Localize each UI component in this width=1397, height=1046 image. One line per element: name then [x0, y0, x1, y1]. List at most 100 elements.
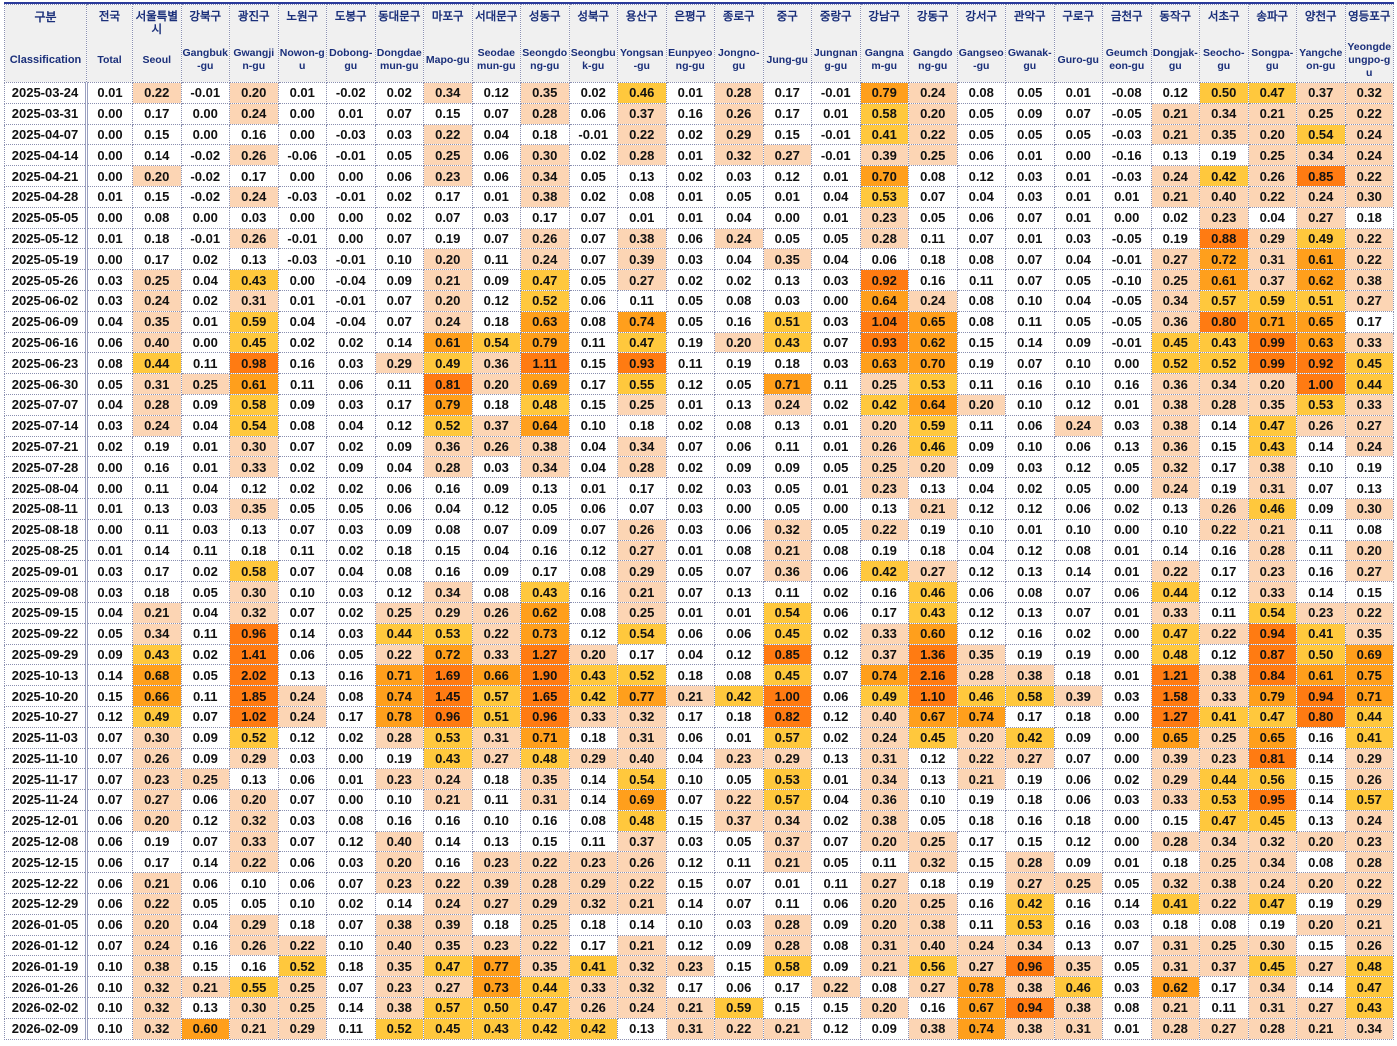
value-cell-seongbuk-gu[interactable]: 0.18 — [568, 913, 618, 936]
value-cell-songpa-gu[interactable]: 0.46 — [1247, 497, 1297, 520]
value-cell-jung-gu[interactable]: 0.13 — [762, 414, 812, 437]
value-cell-eunpyeong-gu[interactable]: 0.14 — [665, 893, 715, 915]
value-cell-yangcheon-gu[interactable]: 0.49 — [1296, 227, 1346, 250]
value-cell-total[interactable]: 0.01 — [86, 185, 133, 208]
value-cell-guro-gu[interactable]: 0.46 — [1053, 976, 1103, 999]
value-cell-jungnang-gu[interactable]: 0.05 — [811, 456, 861, 479]
value-cell-yongsan-gu[interactable]: 0.40 — [617, 747, 667, 770]
value-cell-gwangjin-gu[interactable]: 0.31 — [229, 289, 279, 312]
row-date-cell[interactable]: 2025-09-29 — [4, 643, 88, 666]
value-cell-jungnang-gu[interactable]: 0.03 — [811, 310, 861, 333]
value-cell-seodaemun-gu[interactable]: 0.07 — [471, 518, 521, 541]
value-cell-gangseo-gu[interactable]: 0.11 — [956, 913, 1006, 936]
value-cell-jongno-gu[interactable]: 0.01 — [714, 601, 764, 624]
value-cell-gwangjin-gu[interactable]: 0.33 — [229, 830, 279, 853]
value-cell-gangnam-gu[interactable]: 0.22 — [859, 518, 909, 541]
value-cell-eunpyeong-gu[interactable]: 0.06 — [665, 622, 715, 645]
value-cell-mapo-gu[interactable]: 0.16 — [423, 560, 473, 583]
value-cell-jongno-gu[interactable]: 0.06 — [714, 435, 764, 458]
value-cell-gangdong-gu[interactable]: 0.20 — [908, 456, 958, 479]
value-cell-songpa-gu[interactable]: 0.19 — [1247, 913, 1297, 936]
value-cell-seoul[interactable]: 0.22 — [132, 82, 182, 104]
value-cell-jongno-gu[interactable]: 0.04 — [714, 248, 764, 271]
value-cell-jung-gu[interactable]: 0.32 — [762, 518, 812, 541]
value-cell-geumcheon-gu[interactable]: -0.16 — [1102, 144, 1152, 167]
value-cell-jungnang-gu[interactable]: 0.01 — [811, 768, 861, 791]
value-cell-songpa-gu[interactable]: 0.34 — [1247, 976, 1297, 999]
value-cell-yangcheon-gu[interactable]: 0.13 — [1296, 809, 1346, 832]
value-cell-eunpyeong-gu[interactable]: 0.10 — [665, 913, 715, 936]
value-cell-gwangjin-gu[interactable]: 0.22 — [229, 851, 279, 874]
value-cell-yangcheon-gu[interactable]: 0.51 — [1296, 289, 1346, 312]
value-cell-songpa-gu[interactable]: 0.56 — [1247, 768, 1297, 791]
value-cell-eunpyeong-gu[interactable]: 0.17 — [665, 976, 715, 999]
value-cell-jongno-gu[interactable]: 0.22 — [714, 1017, 764, 1040]
value-cell-yongsan-gu[interactable]: 0.08 — [617, 185, 667, 208]
value-cell-gangnam-gu[interactable]: 0.93 — [859, 331, 909, 354]
value-cell-gangnam-gu[interactable]: 0.42 — [859, 393, 909, 416]
value-cell-guro-gu[interactable]: 0.04 — [1053, 289, 1103, 312]
value-cell-geumcheon-gu[interactable]: 0.03 — [1102, 789, 1152, 811]
value-cell-gwanak-gu[interactable]: 0.03 — [1005, 165, 1055, 187]
value-cell-yeongdeungpo-gu[interactable]: 0.34 — [1344, 1017, 1394, 1040]
value-cell-jung-gu[interactable]: 0.43 — [762, 331, 812, 354]
value-cell-guro-gu[interactable]: 0.12 — [1053, 393, 1103, 416]
value-cell-guro-gu[interactable]: 0.09 — [1053, 726, 1103, 749]
value-cell-seodaemun-gu[interactable]: 0.37 — [471, 414, 521, 437]
value-cell-guro-gu[interactable]: 0.39 — [1053, 685, 1103, 707]
value-cell-jungnang-gu[interactable]: 0.12 — [811, 643, 861, 666]
value-cell-gangnam-gu[interactable]: 0.63 — [859, 352, 909, 375]
value-cell-jungnang-gu[interactable]: 0.08 — [811, 539, 861, 562]
value-cell-yangcheon-gu[interactable]: 0.24 — [1296, 185, 1346, 208]
value-cell-gwanak-gu[interactable]: 0.58 — [1005, 685, 1055, 707]
row-date-cell[interactable]: 2025-11-24 — [4, 789, 88, 811]
value-cell-songpa-gu[interactable]: 0.81 — [1247, 747, 1297, 770]
value-cell-nowon-gu[interactable]: 0.00 — [277, 269, 327, 291]
value-cell-total[interactable]: 0.14 — [86, 664, 133, 687]
value-cell-guro-gu[interactable]: 0.16 — [1053, 913, 1103, 936]
value-cell-dongjak-gu[interactable]: 0.19 — [1150, 227, 1200, 250]
value-cell-gwangjin-gu[interactable]: 0.32 — [229, 601, 279, 624]
value-cell-yongsan-gu[interactable]: 0.37 — [617, 102, 667, 125]
value-cell-yeongdeungpo-gu[interactable]: 0.27 — [1344, 560, 1394, 583]
value-cell-jongno-gu[interactable]: 0.42 — [714, 685, 764, 707]
value-cell-eunpyeong-gu[interactable]: 0.10 — [665, 768, 715, 791]
value-cell-seongbuk-gu[interactable]: 0.20 — [568, 643, 618, 666]
value-cell-gangdong-gu[interactable]: 0.40 — [908, 934, 958, 957]
value-cell-dobong-gu[interactable]: 0.07 — [326, 913, 376, 936]
value-cell-gangdong-gu[interactable]: 0.11 — [908, 227, 958, 250]
value-cell-geumcheon-gu[interactable]: 0.00 — [1102, 809, 1152, 832]
value-cell-dongdaemun-gu[interactable]: 0.12 — [374, 414, 424, 437]
value-cell-gwangjin-gu[interactable]: 0.30 — [229, 997, 279, 1019]
value-cell-seodaemun-gu[interactable]: 0.12 — [471, 497, 521, 520]
value-cell-gangseo-gu[interactable]: 0.04 — [956, 477, 1006, 499]
value-cell-seoul[interactable]: 0.26 — [132, 747, 182, 770]
value-cell-dongdaemun-gu[interactable]: 0.06 — [374, 477, 424, 499]
value-cell-yongsan-gu[interactable]: 0.18 — [617, 414, 667, 437]
value-cell-guro-gu[interactable]: 0.06 — [1053, 435, 1103, 458]
value-cell-mapo-gu[interactable]: 0.72 — [423, 643, 473, 666]
value-cell-nowon-gu[interactable]: 0.11 — [277, 373, 327, 395]
value-cell-gwangjin-gu[interactable]: 0.58 — [229, 393, 279, 416]
value-cell-mapo-gu[interactable]: 0.43 — [423, 747, 473, 770]
value-cell-gangdong-gu[interactable]: 0.38 — [908, 913, 958, 936]
value-cell-total[interactable]: 0.02 — [86, 435, 133, 458]
value-cell-seodaemun-gu[interactable]: 0.20 — [471, 373, 521, 395]
value-cell-total[interactable]: 0.00 — [86, 102, 133, 125]
value-cell-dobong-gu[interactable]: 0.14 — [326, 997, 376, 1019]
value-cell-mapo-gu[interactable]: 0.19 — [423, 227, 473, 250]
value-cell-yeongdeungpo-gu[interactable]: 0.24 — [1344, 435, 1394, 458]
value-cell-mapo-gu[interactable]: 0.57 — [423, 997, 473, 1019]
value-cell-gwanak-gu[interactable]: 0.34 — [1005, 934, 1055, 957]
value-cell-jung-gu[interactable]: 0.45 — [762, 622, 812, 645]
value-cell-gwangjin-gu[interactable]: 0.24 — [229, 102, 279, 125]
value-cell-mapo-gu[interactable]: 0.79 — [423, 393, 473, 416]
value-cell-eunpyeong-gu[interactable]: 0.23 — [665, 955, 715, 978]
value-cell-seongdong-gu[interactable]: 0.52 — [520, 289, 570, 312]
value-cell-yeongdeungpo-gu[interactable]: 0.71 — [1344, 685, 1394, 707]
value-cell-mapo-gu[interactable]: 0.14 — [423, 830, 473, 853]
value-cell-yeongdeungpo-gu[interactable]: 0.33 — [1344, 393, 1394, 416]
value-cell-jungnang-gu[interactable]: 0.06 — [811, 685, 861, 707]
value-cell-gangnam-gu[interactable]: 0.20 — [859, 997, 909, 1019]
value-cell-geumcheon-gu[interactable]: -0.05 — [1102, 289, 1152, 312]
